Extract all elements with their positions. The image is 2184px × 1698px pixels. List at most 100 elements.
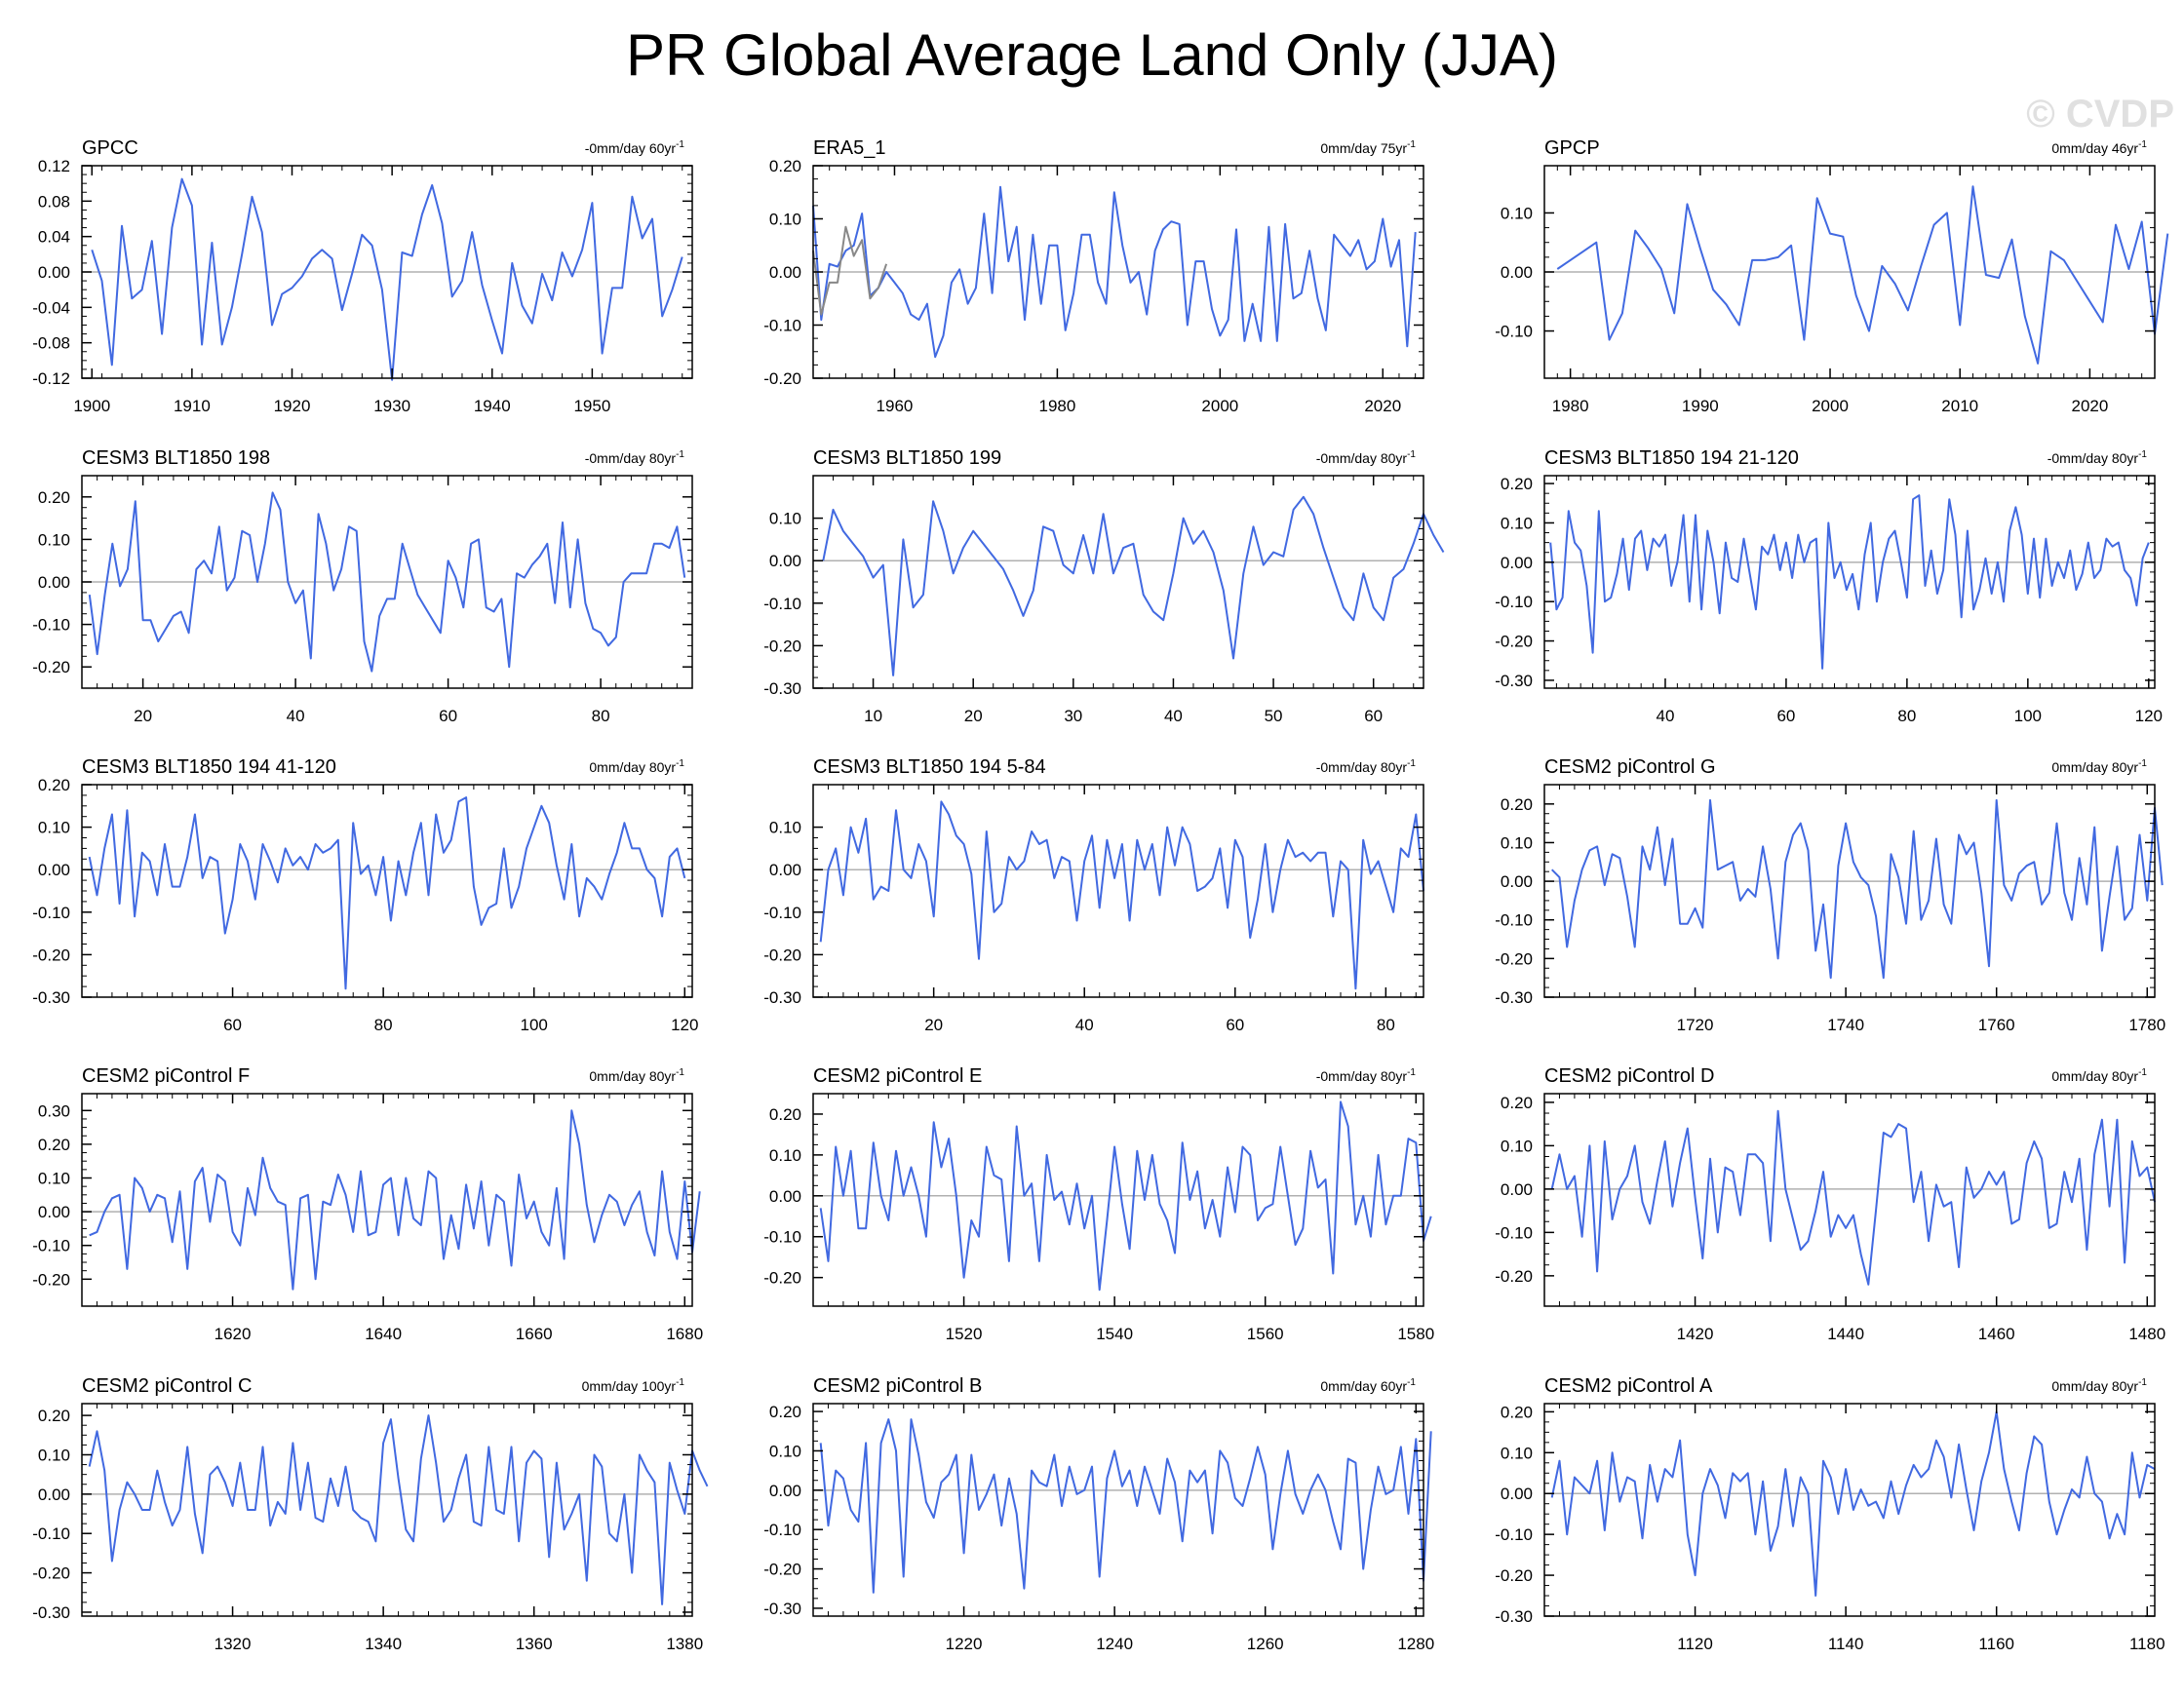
x-tick-label: 1380 xyxy=(666,1635,703,1653)
trend-superscript: -1 xyxy=(1407,139,1416,150)
y-tick-label: 0.10 xyxy=(769,819,801,837)
x-tick-label: 1240 xyxy=(1096,1635,1133,1653)
x-tick-label: 1220 xyxy=(946,1635,983,1653)
trend-label: 0mm/day 46yr-1 xyxy=(2051,139,2147,156)
series-line xyxy=(812,185,1417,359)
chart-panel: 1960 1980 2000 2020 0.20 0.10 0.00 -0.10 -0.20 ER… xyxy=(763,137,1424,415)
trend-label: 0mm/day 80yr-1 xyxy=(2051,1067,2147,1084)
plot-frame xyxy=(1543,1093,2156,1307)
x-tick-label: 1780 xyxy=(2128,1016,2165,1034)
y-tick-label: 0.10 xyxy=(769,1442,801,1460)
plot-frame xyxy=(81,1093,693,1307)
trend-label: -0mm/day 80yr-1 xyxy=(1316,449,1417,466)
x-tick-label: 1760 xyxy=(1978,1016,2015,1034)
y-tick-label: 0.10 xyxy=(1501,833,1533,852)
x-tick-label: 80 xyxy=(1897,707,1916,725)
trend-superscript: -1 xyxy=(676,1377,684,1388)
plot-frame xyxy=(812,784,1424,998)
x-tick-label: 1950 xyxy=(573,397,610,415)
y-tick-label: -0.20 xyxy=(32,1270,70,1289)
y-tick-label: 0.20 xyxy=(38,1407,70,1425)
y-tick-label: -0.10 xyxy=(763,1228,801,1247)
y-tick-label: -0.12 xyxy=(32,369,70,388)
y-tick-label: -0.30 xyxy=(32,988,70,1007)
x-tick-label: 30 xyxy=(1064,707,1082,725)
y-tick-label: -0.10 xyxy=(32,616,70,635)
panel-title: CESM2 piControl D xyxy=(1544,1065,1715,1087)
chart-panel: 10 20 30 40 50 60 0.10 0.00 -0.10 -0.20 -0.30 CESM3… xyxy=(763,447,1445,725)
x-tick-label: 1260 xyxy=(1247,1635,1284,1653)
chart-panel: 60 80 100 120 0.20 0.10 0.00 -0.10 -0.20 -0.30 CES… xyxy=(32,756,698,1034)
panel-title: CESM2 piControl A xyxy=(1544,1375,1713,1397)
y-tick-label: -0.30 xyxy=(1495,988,1533,1007)
chart-panel: 1320 1340 1360 1380 0.20 0.10 0.00 -0.10 -0.20 -0… xyxy=(32,1375,709,1653)
trend-label: 0mm/day 100yr-1 xyxy=(582,1377,685,1394)
y-tick-label: 0.00 xyxy=(38,1203,70,1221)
chart-panel: 40 60 80 100 120 0.20 0.10 0.00 -0.10 -0.20 -0.30 C… xyxy=(1495,447,2163,725)
y-tick-label: 0.00 xyxy=(1501,263,1533,282)
trend-label: -0mm/day 80yr-1 xyxy=(2048,449,2148,466)
series-line xyxy=(88,491,686,673)
y-tick-label: 0.00 xyxy=(38,861,70,879)
y-tick-label: 0.00 xyxy=(769,1187,801,1206)
trend-label: 0mm/day 80yr-1 xyxy=(589,1067,684,1084)
y-tick-label: 0.20 xyxy=(1501,475,1533,493)
trend-label: 0mm/day 60yr-1 xyxy=(1320,1377,1416,1394)
plot-frame xyxy=(812,1093,1424,1307)
x-tick-label: 60 xyxy=(439,707,457,725)
trend-label: -0mm/day 80yr-1 xyxy=(1316,1067,1417,1084)
x-tick-label: 60 xyxy=(1226,1016,1244,1034)
panel-title: ERA5_1 xyxy=(813,137,886,159)
x-tick-label: 1990 xyxy=(1682,397,1719,415)
trend-label: 0mm/day 80yr-1 xyxy=(2051,758,2147,775)
x-tick-label: 1120 xyxy=(1677,1635,1713,1653)
y-tick-label: -0.08 xyxy=(32,334,70,353)
plot-frame xyxy=(812,475,1424,689)
x-tick-label: 1960 xyxy=(877,397,914,415)
y-tick-label: 0.00 xyxy=(769,552,801,570)
x-tick-label: 50 xyxy=(1265,707,1283,725)
x-tick-label: 40 xyxy=(1075,1016,1094,1034)
x-tick-label: 1540 xyxy=(1096,1325,1133,1343)
x-tick-label: 100 xyxy=(521,1016,548,1034)
y-tick-label: 0.20 xyxy=(38,1136,70,1154)
x-tick-label: 80 xyxy=(592,707,610,725)
x-tick-label: 1720 xyxy=(1677,1016,1714,1034)
y-tick-label: -0.20 xyxy=(32,1564,70,1583)
x-tick-label: 60 xyxy=(1364,707,1383,725)
x-tick-label: 80 xyxy=(374,1016,393,1034)
y-tick-label: 0.20 xyxy=(1501,795,1533,814)
x-tick-label: 1180 xyxy=(2129,1635,2165,1653)
series-line-secondary xyxy=(812,225,888,316)
series-line xyxy=(91,177,683,381)
series-line xyxy=(88,796,686,990)
y-tick-label: -0.10 xyxy=(1495,1525,1533,1544)
x-tick-label: 2000 xyxy=(1812,397,1849,415)
x-tick-label: 1560 xyxy=(1247,1325,1284,1343)
x-tick-label: 60 xyxy=(223,1016,242,1034)
x-tick-label: 1160 xyxy=(1978,1635,2014,1653)
x-tick-label: 2020 xyxy=(1364,397,1401,415)
y-tick-label: -0.10 xyxy=(763,1521,801,1539)
x-tick-label: 40 xyxy=(1164,707,1183,725)
y-tick-label: -0.10 xyxy=(763,317,801,335)
trend-superscript: -1 xyxy=(1407,449,1416,460)
x-tick-label: 80 xyxy=(1377,1016,1395,1034)
trend-superscript: -1 xyxy=(676,139,684,150)
trend-superscript: -1 xyxy=(1407,1067,1416,1078)
x-tick-label: 1340 xyxy=(365,1635,402,1653)
panel-title: CESM2 piControl B xyxy=(813,1375,982,1397)
y-tick-label: 0.10 xyxy=(769,510,801,528)
y-tick-label: -0.10 xyxy=(1495,323,1533,341)
x-tick-label: 1640 xyxy=(365,1325,402,1343)
y-tick-label: -0.20 xyxy=(32,945,70,964)
trend-label: -0mm/day 80yr-1 xyxy=(585,449,685,466)
figure-title: PR Global Average Land Only (JJA) xyxy=(625,22,1559,88)
x-tick-label: 120 xyxy=(2135,707,2163,725)
y-tick-label: 0.20 xyxy=(769,1105,801,1124)
y-tick-label: -0.20 xyxy=(763,1561,801,1579)
chart-panel: 1520 1540 1560 1580 0.20 0.10 0.00 -0.10 -0.20 CE… xyxy=(763,1065,1434,1343)
chart-panel: 20 40 60 80 0.20 0.10 0.00 -0.10 -0.20 CESM3 BLT1… xyxy=(32,447,693,725)
y-tick-label: 0.00 xyxy=(38,1486,70,1504)
